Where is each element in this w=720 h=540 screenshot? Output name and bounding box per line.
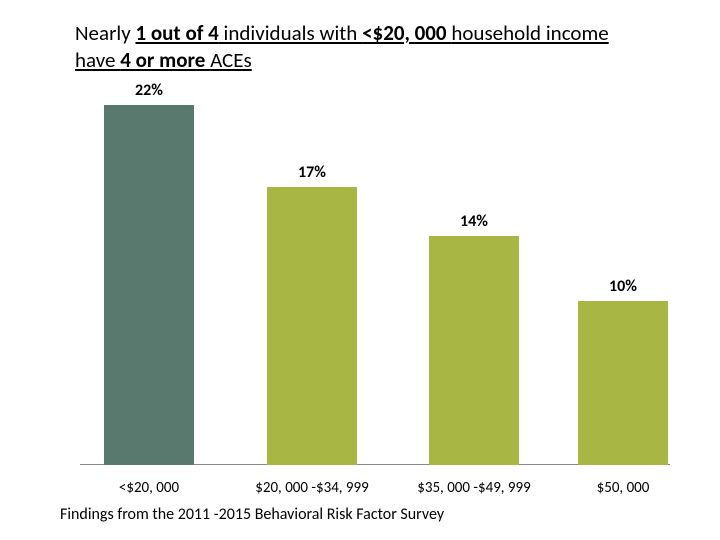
bar-category-label: $50, 000 xyxy=(548,479,698,497)
bar-category-label: $20, 000 -$34, 999 xyxy=(237,479,387,497)
bar-value-label: 14% xyxy=(429,212,519,231)
title-text-6: 4 or more xyxy=(120,47,210,73)
chart-title: Nearly 1 out of 4 individuals with <$20,… xyxy=(75,20,635,75)
title-text-2: 1 out of 4 xyxy=(135,20,218,46)
bar-0 xyxy=(104,105,194,465)
bar-1 xyxy=(267,187,357,465)
bar-group-3: 10% $50, 000 xyxy=(578,301,668,465)
bar-category-label: $35, 000 -$49, 999 xyxy=(399,479,549,497)
bar-chart: 22% <$20, 000 17% $20, 000 -$34, 999 14%… xyxy=(80,105,670,465)
bar-value-label: 17% xyxy=(267,163,357,182)
bar-group-0: 22% <$20, 000 xyxy=(104,105,194,465)
title-text-3: individuals with xyxy=(219,20,362,46)
title-text-1: Nearly xyxy=(75,20,135,46)
title-text-4: <$20, 000 xyxy=(362,20,451,46)
title-text-7: ACEs xyxy=(210,47,252,73)
bar-group-1: 17% $20, 000 -$34, 999 xyxy=(267,187,357,465)
bar-category-label: <$20, 000 xyxy=(74,479,224,497)
bar-group-2: 14% $35, 000 -$49, 999 xyxy=(429,236,519,465)
bar-value-label: 22% xyxy=(104,81,194,100)
bar-2 xyxy=(429,236,519,465)
bar-3 xyxy=(578,301,668,465)
chart-footnote: Findings from the 2011 -2015 Behavioral … xyxy=(60,505,444,524)
bar-value-label: 10% xyxy=(578,277,668,296)
